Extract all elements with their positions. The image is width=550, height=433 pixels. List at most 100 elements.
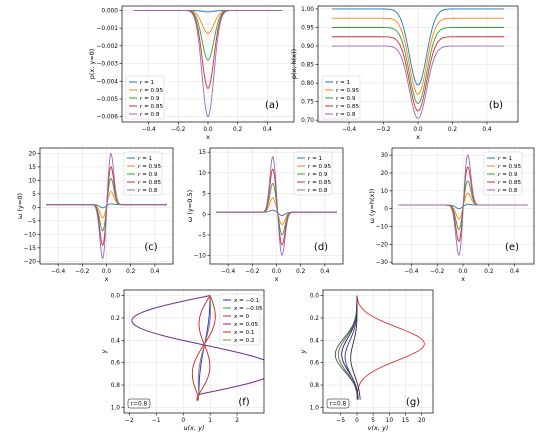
y-tick-label: −0.006 — [97, 115, 119, 121]
y-tick-label: 0 — [384, 207, 388, 213]
plot-area — [334, 295, 425, 400]
series-line-0 — [331, 8, 505, 86]
legend-label: r = 0.8 — [138, 188, 158, 194]
x-tick-label: 10 — [386, 418, 394, 424]
x-tick-label: −5 — [337, 418, 346, 424]
legend: r = 1 r = 0.95 r = 0.9 r = 0.85 r = 0.8 — [483, 151, 523, 196]
legend-label: r = 0.85 — [498, 180, 521, 186]
legend-label: r = 1 — [138, 156, 153, 162]
legend-label: r = 1 — [308, 156, 323, 162]
series-line-1 — [331, 17, 505, 95]
y-tick-label: −0.003 — [97, 62, 119, 68]
y-tick-label: −0.002 — [97, 44, 119, 50]
y-tick-label: 0.000 — [101, 8, 118, 14]
x-tick-label: 0.0 — [203, 127, 213, 133]
y-tick-label: 1.0 — [111, 405, 121, 411]
x-axis-label: u(x, y) — [183, 424, 204, 432]
x-tick-label: 0.4 — [150, 269, 160, 275]
y-tick-label: 0.70 — [301, 118, 314, 124]
x-axis-label: v(x, y) — [368, 424, 389, 432]
axes-frame — [123, 289, 265, 414]
y-tick-label: 0.4 — [111, 338, 121, 344]
series-line-2 — [331, 27, 505, 104]
legend-label: r = 0.95 — [308, 164, 331, 170]
legend-label: x = 0.1 — [234, 330, 255, 336]
y-tick-label: 0.85 — [301, 63, 314, 69]
y-tick-label: 0.0 — [310, 294, 320, 300]
plot-area — [331, 8, 505, 119]
legend-label: r = 0.85 — [308, 180, 331, 186]
series-line-4 — [133, 9, 283, 118]
panel-e: −0.4 −0.2 0.0 0.2 0.4 30 20 10 0 −10 −20 −30 x ω (y=h… — [368, 147, 535, 283]
legend-label: r = 0.8 — [336, 112, 356, 118]
legend-label: r = 0.95 — [140, 88, 163, 94]
inset-text: r=0.8 — [330, 402, 347, 408]
x-tick-label: −0.4 — [342, 127, 356, 133]
legend-label: r = 0.9 — [140, 96, 160, 102]
x-tick-label: 0.2 — [484, 269, 494, 275]
panel-d: −0.4 −0.2 0.0 0.2 0.4 15 10 5 0 −5 −10 x ω (y=0.5) (d… — [186, 147, 344, 283]
plot-area — [398, 154, 528, 256]
x-tick-label: 0 — [181, 418, 185, 424]
x-tick-label: 0.0 — [102, 269, 112, 275]
y-tick-label: 0.90 — [301, 44, 314, 50]
y-tick-label: −30 — [376, 260, 389, 266]
legend-label: r = 0.85 — [336, 104, 359, 110]
series-line-4 — [331, 45, 505, 119]
y-tick-label: 0.80 — [301, 81, 314, 87]
panel-g: −5 0 5 10 15 20 0.0 0.2 0.4 0.6 0.8 1.0 v(x, y) y (g) r… — [299, 289, 434, 432]
legend-frame — [125, 75, 165, 120]
plot-area — [46, 152, 167, 259]
panel-c: −0.4 −0.2 0.0 0.2 0.4 20 15 10 5 0 −5 −10 −15 −20 x ω (… — [16, 147, 174, 283]
x-axis-label: x — [275, 275, 279, 283]
panel-label: (a) — [265, 100, 279, 111]
y-tick-label: 0.75 — [301, 100, 314, 106]
x-tick-label: −0.4 — [51, 269, 65, 275]
x-tick-label: 1 — [208, 418, 212, 424]
y-tick-label: −0.004 — [97, 79, 119, 85]
y-tick-label: −5 — [197, 233, 206, 239]
x-tick-label: −0.2 — [245, 269, 259, 275]
y-tick-label: −10 — [24, 232, 37, 238]
inset-frame — [326, 398, 350, 409]
y-tick-label: 5 — [32, 192, 36, 198]
legend-label: x = −0.05 — [234, 306, 263, 312]
plot-area — [131, 295, 264, 401]
panel-label: (e) — [505, 242, 519, 253]
y-axis-label: y — [299, 349, 307, 354]
x-tick-label: −2 — [125, 418, 134, 424]
y-tick-label: −20 — [376, 242, 389, 248]
legend-label: r = 0.8 — [140, 112, 160, 118]
x-tick-label: 5 — [371, 418, 375, 424]
legend-label: r = 0.8 — [498, 188, 518, 194]
y-axis-label: ω (y=0.5) — [186, 190, 194, 222]
x-tick-label: 20 — [418, 418, 426, 424]
panel-label: (g) — [406, 397, 420, 408]
y-tick-label: 15 — [199, 150, 207, 156]
y-tick-label: 20 — [381, 171, 389, 177]
x-axis-label: x — [416, 133, 420, 141]
x-tick-label: −0.2 — [171, 127, 185, 133]
x-tick-label: 0.4 — [320, 269, 330, 275]
y-tick-label: 30 — [381, 153, 389, 159]
legend-label: x = 0.2 — [234, 338, 254, 344]
x-tick-label: 0.2 — [296, 269, 306, 275]
legend-label: r = 0.8 — [308, 188, 328, 194]
legend-label: r = 0.9 — [498, 172, 518, 178]
x-tick-label: −0.4 — [404, 269, 418, 275]
x-tick-label: −0.4 — [142, 127, 156, 133]
y-tick-label: 0.2 — [310, 316, 320, 322]
y-tick-label: 10 — [199, 171, 207, 177]
y-tick-label: 10 — [381, 189, 389, 195]
inset-frame — [127, 398, 151, 409]
series-line-3 — [131, 295, 264, 401]
legend-label: r = 0.85 — [138, 180, 161, 186]
x-tick-label: 2 — [235, 418, 239, 424]
plot-area — [216, 156, 337, 256]
y-tick-label: −10 — [194, 254, 207, 260]
series-line-4 — [46, 152, 167, 259]
x-tick-label: 0.4 — [510, 269, 520, 275]
y-tick-label: 10 — [29, 178, 37, 184]
y-tick-label: 5 — [202, 192, 206, 198]
